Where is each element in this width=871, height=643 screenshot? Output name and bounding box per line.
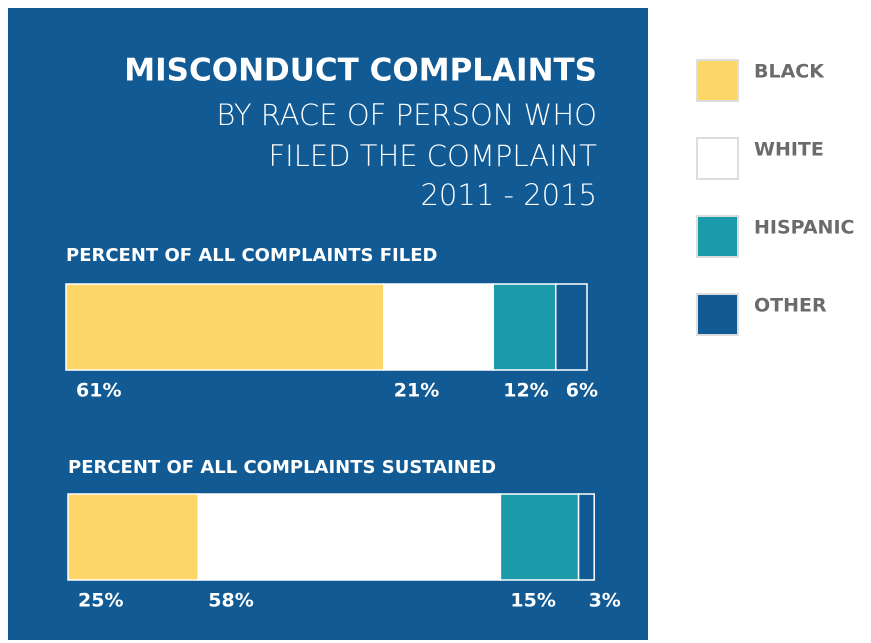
bar-segment [383, 283, 494, 371]
subtitle: 2011 - 2015 [420, 178, 597, 212]
subtitle: BY RACE OF PERSON WHO [216, 98, 597, 132]
category-label: PERCENT OF ALL COMPLAINTS SUSTAINED [68, 457, 496, 478]
legend-swatch [696, 137, 739, 180]
bar-segment [577, 493, 595, 581]
legend-label: WHITE [754, 139, 824, 161]
legend-label: BLACK [754, 61, 825, 83]
value-label: 3% [589, 590, 621, 612]
bar-segment [67, 493, 199, 581]
bar-segment [65, 283, 385, 371]
legend-swatch [696, 59, 739, 102]
subtitle: FILED THE COMPLAINT [268, 139, 597, 173]
legend-label: OTHER [754, 295, 827, 317]
value-label: 61% [76, 380, 121, 402]
bar-segment [197, 493, 502, 581]
bar-segment [492, 283, 557, 371]
value-label: 6% [566, 380, 598, 402]
category-label: PERCENT OF ALL COMPLAINTS FILED [66, 245, 437, 266]
value-label: 25% [78, 590, 123, 612]
value-label: 15% [510, 590, 555, 612]
chart-title: MISCONDUCT COMPLAINTS [124, 53, 597, 89]
legend-swatch [696, 293, 739, 336]
value-label: 12% [503, 380, 548, 402]
bar-segment [554, 283, 588, 371]
legend-swatch [696, 215, 739, 258]
bar-segment [499, 493, 580, 581]
value-label: 58% [208, 590, 253, 612]
value-label: 21% [394, 380, 439, 402]
legend-label: HISPANIC [754, 217, 854, 239]
